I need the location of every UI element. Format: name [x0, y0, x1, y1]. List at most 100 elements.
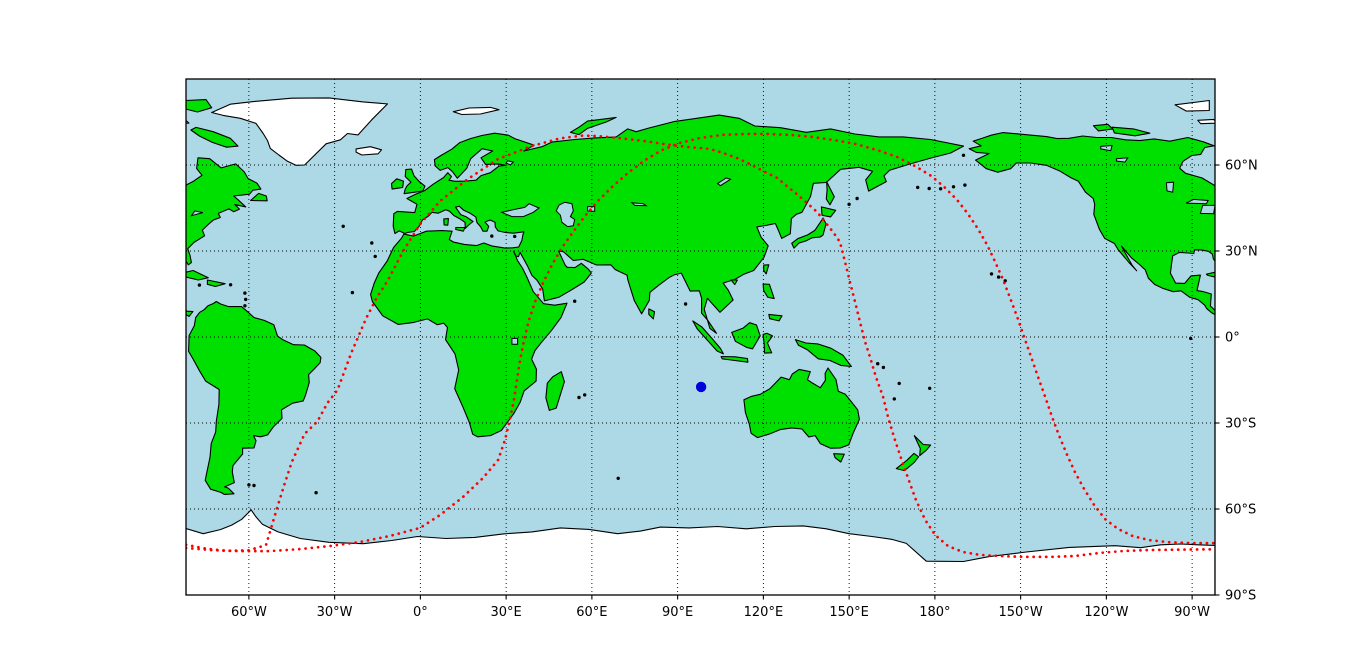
longitude-label: 90°E [662, 605, 693, 620]
landmass-luzon [762, 283, 775, 300]
longitude-label: 0° [413, 605, 428, 620]
landmass-ireland [390, 178, 405, 190]
longitude-label: 180° [919, 605, 950, 620]
islet-lesser-antilles-2 [244, 297, 248, 302]
latitude-tick-labels: 60°N 30°N 0° 30°S 60°S 90°S [1225, 159, 1258, 604]
islet-lesser-antilles-3 [243, 304, 247, 308]
landmass-iceland [355, 146, 383, 156]
islet-socotra [573, 299, 577, 303]
islet-reunion [577, 395, 581, 400]
landmass-madagascar [545, 371, 565, 411]
landmass-sumatra [692, 320, 724, 355]
landmass-hainan [730, 279, 738, 286]
islet-crete [490, 234, 494, 238]
islet-kerguelen [616, 476, 620, 480]
landmass-ellesmere-east [186, 99, 213, 113]
landmass-cuba [186, 269, 209, 281]
islet-galapagos [1189, 336, 1193, 341]
landmass-newfoundland [250, 192, 268, 202]
islet-aleutian-4 [951, 185, 956, 189]
landmass-australia [743, 367, 860, 449]
landmass-sakhalin [825, 181, 835, 206]
islet-aleutian-2 [927, 186, 931, 191]
ground-track-pass-2 [186, 132, 1215, 553]
islet-vanuatu [897, 381, 901, 386]
landmass-devon [1197, 118, 1215, 125]
landmass-new-zealand-north [913, 435, 932, 457]
islet-solomon-2 [881, 365, 886, 370]
lake-lake-victoria [511, 337, 519, 345]
islet-lesser-antilles-1 [243, 291, 247, 295]
islet-mauritius [583, 393, 587, 397]
small-islands-layer [197, 153, 1193, 495]
landmass-ellesmere-west [1174, 99, 1210, 112]
tick-marks [248, 164, 1220, 600]
longitude-label: 120°E [744, 605, 784, 620]
islet-cyprus [513, 234, 517, 239]
islet-aleutian-5 [963, 183, 967, 187]
islet-aleutian-1 [916, 185, 920, 190]
islet-fiji [928, 386, 932, 390]
landmass-honshu [791, 217, 827, 249]
lake-great-slave-lake [1115, 157, 1129, 163]
landmass-sulawesi [762, 332, 774, 354]
islet-kuril-1 [847, 202, 851, 206]
longitude-label: 30°W [317, 605, 353, 620]
landmass-sardinia [443, 218, 449, 226]
lake-lake-baikal [716, 177, 732, 187]
landmass-java [720, 355, 749, 363]
lake-lake-superior [1185, 198, 1209, 205]
longitude-label: 60°W [231, 605, 267, 620]
lake-great-bear-lake [1100, 144, 1113, 152]
longitude-label: 150°E [829, 605, 869, 620]
islet-falkland-east [252, 483, 256, 488]
landmass-hokkaido [820, 206, 837, 218]
islet-puerto-rico [228, 283, 233, 287]
landmass-tasmania [833, 453, 845, 463]
landmass-greenland [211, 97, 389, 166]
longitude-label: 120°W [1084, 605, 1128, 620]
latitude-label: 90°S [1225, 589, 1256, 604]
islet-aleutian-3 [938, 187, 943, 191]
islet-south-georgia [314, 491, 318, 495]
landmass-sicily [455, 226, 466, 232]
landmass-sri-lanka [648, 308, 656, 320]
landmass-north-america [968, 132, 1215, 316]
latitude-label: 30°S [1225, 417, 1256, 432]
lake-lake-huron-michigan [1199, 204, 1215, 215]
lake-lake-balkhash [630, 202, 648, 207]
landmass-hispaniola [206, 279, 226, 288]
landmass-borneo [731, 322, 761, 350]
islet-solomon-1 [876, 362, 880, 366]
islet-hawaii-1 [989, 272, 994, 276]
latitude-label: 30°N [1225, 245, 1258, 260]
landmass-devon [186, 119, 190, 124]
lake-black-sea [500, 203, 540, 218]
landmass-south-america [188, 300, 322, 495]
landmass-eurafrica [370, 114, 965, 438]
lake-lake-erie-ontario [190, 210, 204, 217]
longitude-tick-labels: 60°W 30°W 0° 30°E 60°E 90°E 120°E 150°E 180° 150°… [231, 605, 1210, 620]
landmass-banks-island [1092, 123, 1114, 132]
landmass-north-america [186, 157, 262, 317]
landmass-cuba [1205, 271, 1215, 278]
landmass-great-britain [403, 168, 426, 195]
ground-track-layer [186, 132, 1215, 559]
islet-azores [341, 224, 345, 228]
lakes-layer [190, 144, 1215, 345]
lake-lake-winnipeg [1165, 181, 1175, 193]
landmass-antarctica [186, 509, 1215, 595]
longitude-label: 30°E [490, 605, 521, 620]
landmass-new-guinea [794, 339, 852, 368]
landmass-mindanao [768, 313, 783, 322]
latitude-label: 0° [1225, 331, 1240, 346]
islet-falkland-west [247, 483, 251, 487]
longitude-label: 150°W [999, 605, 1043, 620]
landmass-novaya-zemlya [569, 116, 617, 136]
islet-new-caledonia [892, 397, 896, 401]
lake-caspian-sea [555, 201, 576, 228]
islet-kuril-2 [855, 196, 859, 201]
landmass-svalbard [452, 106, 500, 116]
longitude-label: 90°W [1174, 605, 1210, 620]
